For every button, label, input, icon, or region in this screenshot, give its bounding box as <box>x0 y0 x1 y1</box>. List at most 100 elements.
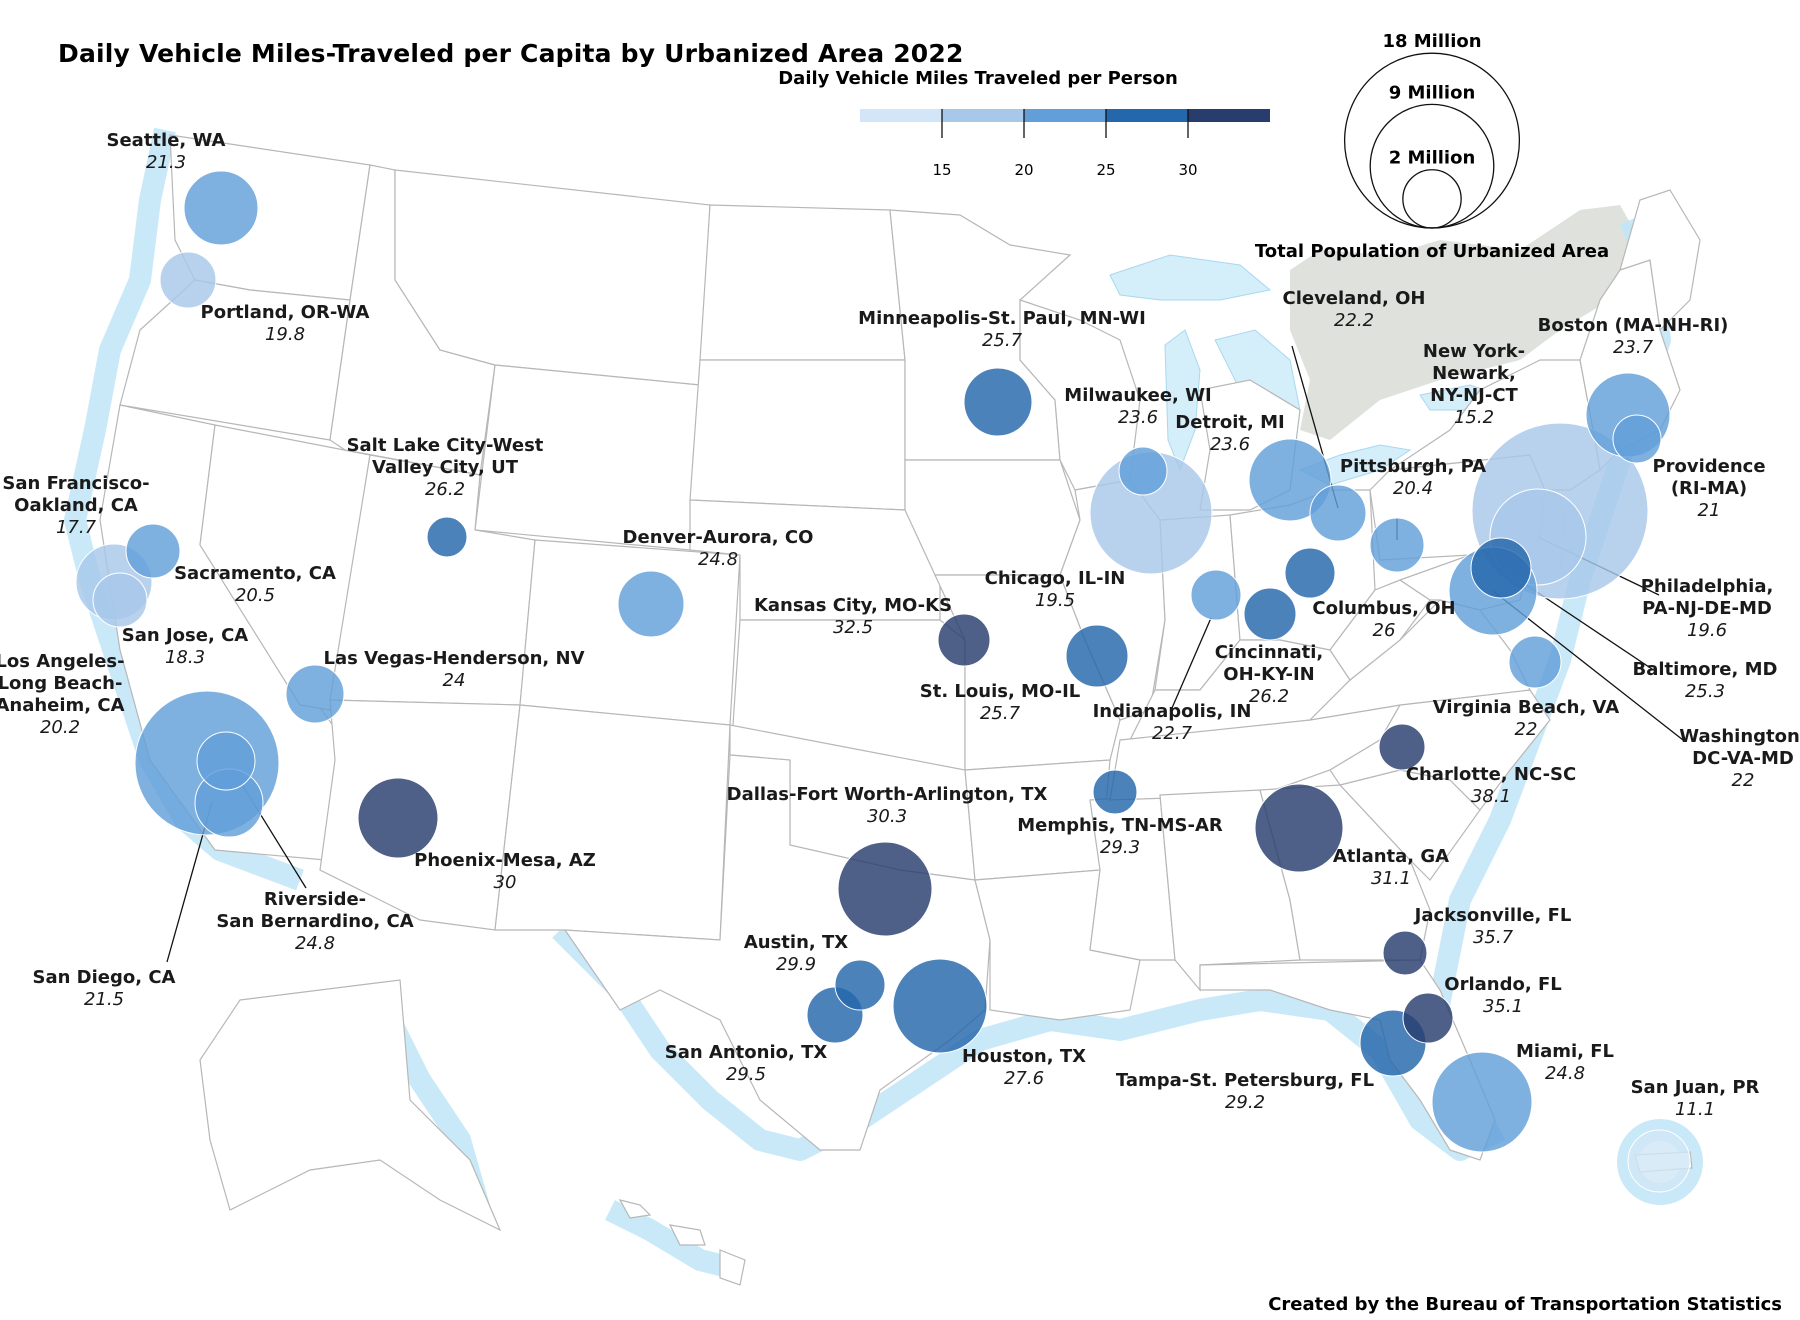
city-label: St. Louis, MO-ILSt. Louis, MO-IL <box>920 681 1081 702</box>
city-bubble <box>426 516 468 558</box>
city-label: Atlanta, GAAtlanta, GA <box>1333 846 1449 867</box>
city-label: Milwaukee, WIMilwaukee, WI <box>1064 385 1211 406</box>
city-label: Jacksonville, FLJacksonville, FL <box>1413 905 1572 926</box>
city-label: Detroit, MIDetroit, MI <box>1175 412 1285 433</box>
city-label: Miami, FLMiami, FL <box>1516 1041 1614 1062</box>
city-bubble <box>1470 537 1532 599</box>
city-label: Indianapolis, INIndianapolis, IN <box>1093 701 1252 722</box>
color-legend-swatch <box>860 109 942 122</box>
city-bubble <box>1382 930 1428 976</box>
color-legend-tick-label: 25 <box>1096 161 1115 179</box>
city-value: 22.7 <box>1152 723 1193 744</box>
city-label: San Francisco-Oakland, CASan Francisco-O… <box>2 473 149 516</box>
city-value: 25.3 <box>1685 681 1725 702</box>
size-legend-circle <box>1343 52 1521 229</box>
city-label: Phoenix-Mesa, AZPhoenix-Mesa, AZ <box>414 850 596 871</box>
city-label: Columbus, OHColumbus, OH <box>1312 598 1455 619</box>
city-bubble <box>1402 992 1454 1044</box>
city-value: 15.2 <box>1454 407 1494 428</box>
city-label: Seattle, WASeattle, WA <box>107 130 226 151</box>
city-value: 30.3 <box>867 806 907 827</box>
city-bubble <box>1627 1129 1691 1193</box>
city-value: 22.2 <box>1334 310 1374 331</box>
city-value: 29.9 <box>776 954 816 975</box>
city-bubble <box>1118 446 1168 496</box>
city-bubble <box>1254 783 1344 873</box>
city-value: 29.2 <box>1225 1092 1265 1113</box>
city-label: Virginia Beach, VAVirginia Beach, VA <box>1433 697 1619 718</box>
city-value: 24.8 <box>698 549 738 570</box>
city-label: Riverside-San Bernardino, CARiverside-Sa… <box>216 889 413 932</box>
city-value: 20.4 <box>1393 478 1433 499</box>
city-label: Philadelphia, PA-NJ-DE-MDPhiladelphia, PA… <box>1641 576 1774 619</box>
city-value: 25.7 <box>980 703 1021 724</box>
city-label: Los Angeles-Long Beach-Anaheim, CALos An… <box>0 651 125 716</box>
city-label: Minneapolis-St. Paul, MN-WIMinneapolis-S… <box>858 308 1146 329</box>
leader-line <box>1171 617 1212 709</box>
city-bubble <box>1284 547 1336 599</box>
city-value: 26 <box>1373 620 1396 641</box>
city-label: Houston, TXHouston, TX <box>962 1046 1086 1067</box>
state-ak <box>199 979 502 1232</box>
state-nc <box>1329 689 1551 811</box>
city-bubble <box>937 613 991 667</box>
city-bubble <box>196 731 256 791</box>
city-label: Tampa-St. Petersburg, FLTampa-St. Peters… <box>1116 1070 1374 1091</box>
city-bubble <box>183 170 259 246</box>
city-value: 23.6 <box>1210 434 1250 455</box>
city-value: 21.5 <box>84 989 124 1010</box>
city-label: Charlotte, NC-SCCharlotte, NC-SC <box>1406 764 1576 785</box>
size-legend-label: 18 Million <box>1382 31 1481 52</box>
city-value: 22 <box>1515 719 1538 740</box>
city-value: 19.6 <box>1687 620 1727 641</box>
city-value: 22 <box>1732 770 1755 791</box>
city-value: 23.6 <box>1118 407 1158 428</box>
city-value: 24.8 <box>1545 1063 1585 1084</box>
state-hi <box>618 1199 746 1286</box>
city-value: 27.6 <box>1004 1068 1044 1089</box>
city-value: 35.1 <box>1483 996 1523 1017</box>
city-label: Memphis, TN-MS-ARMemphis, TN-MS-AR <box>1017 815 1223 836</box>
city-value: 24.8 <box>295 933 335 954</box>
city-label: Las Vegas-Henderson, NVLas Vegas-Henders… <box>323 648 584 669</box>
city-value: 26.2 <box>425 479 465 500</box>
city-value: 25.7 <box>982 330 1023 351</box>
city-bubble <box>1243 587 1297 641</box>
state-nm <box>494 704 731 941</box>
city-value: 38.1 <box>1471 786 1511 807</box>
state-ia <box>904 459 1081 576</box>
city-label: Sacramento, CASacramento, CA <box>174 563 336 584</box>
map-title: Daily Vehicle Miles-Traveled per Capita … <box>58 39 964 68</box>
city-value: 19.8 <box>265 324 305 345</box>
city-bubble <box>159 251 217 309</box>
city-label: Kansas City, MO-KSKansas City, MO-KS <box>754 595 952 616</box>
city-label: Baltimore, MDBaltimore, MD <box>1633 659 1778 680</box>
city-bubble <box>1190 569 1242 621</box>
city-bubble <box>837 841 933 937</box>
city-bubble <box>1612 414 1662 464</box>
city-value: 21.3 <box>146 152 186 173</box>
city-label: Orlando, FLOrlando, FL <box>1444 974 1561 995</box>
size-legend-label: 9 Million <box>1389 82 1476 103</box>
city-value: 17.7 <box>56 517 97 538</box>
city-value: 35.7 <box>1473 927 1514 948</box>
state-sd <box>689 359 906 511</box>
city-label: Cincinnati, OH-KY-INCincinnati, OH-KY-IN <box>1215 642 1323 685</box>
city-label: San Antonio, TXSan Antonio, TX <box>665 1042 828 1063</box>
color-legend-tick-label: 30 <box>1178 161 1197 179</box>
city-label: San Jose, CASan Jose, CA <box>122 625 248 646</box>
state-me <box>1619 189 1701 332</box>
city-bubble <box>1092 769 1138 815</box>
city-bubble <box>963 367 1033 437</box>
city-bubble <box>834 959 886 1011</box>
size-legend: Total Population of Urbanized Area 18 Mi… <box>1255 31 1609 262</box>
city-value: 20.5 <box>235 585 275 606</box>
city-value: 32.5 <box>833 617 873 638</box>
city-label: Cleveland, OHCleveland, OH <box>1282 288 1425 309</box>
city-label: San Juan, PRSan Juan, PR <box>1631 1077 1760 1098</box>
city-bubble <box>1508 635 1562 689</box>
city-label: Boston (MA-NH-RI)Boston (MA-NH-RI) <box>1538 315 1729 336</box>
city-label: Dallas-Fort Worth-Arlington, TXDallas-Fo… <box>727 784 1048 805</box>
city-bubble <box>357 777 439 859</box>
city-value: 29.5 <box>726 1064 766 1085</box>
